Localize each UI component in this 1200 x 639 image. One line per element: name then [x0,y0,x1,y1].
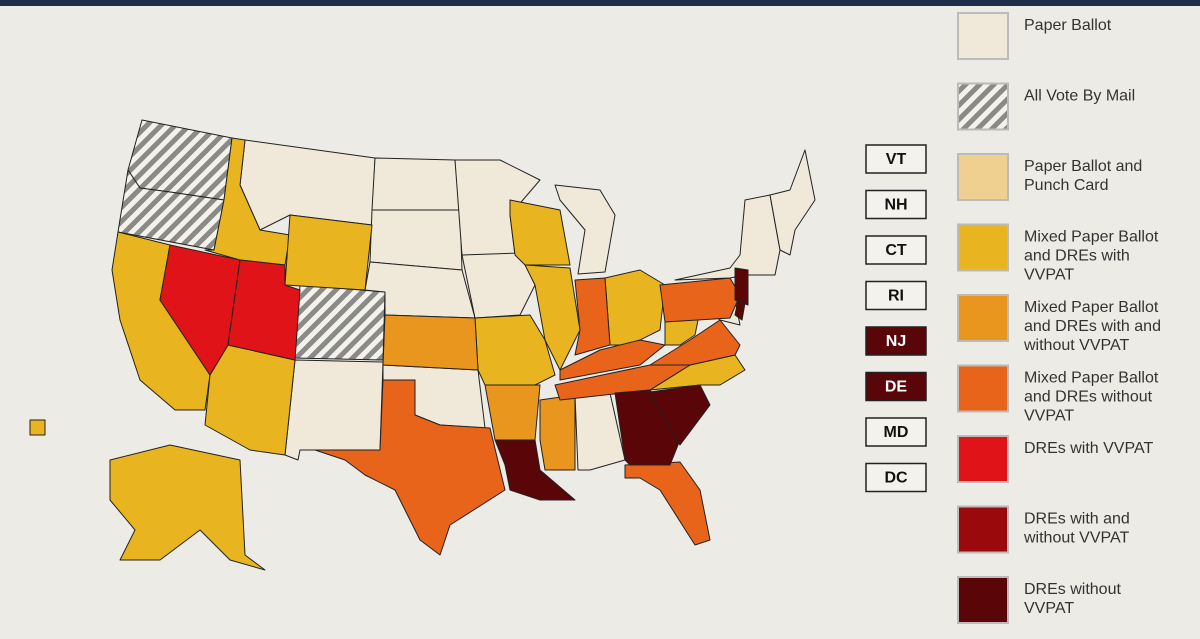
legend-label: Mixed Paper Ballot [1024,299,1159,316]
state-box [865,280,927,311]
mixed-with-and-without-states [382,314,576,471]
state-box [865,189,927,220]
state-box [865,144,927,174]
state-abbrev: NJ [886,333,906,350]
legend-label: VVPAT [1024,600,1074,617]
state-abbrev: VT [886,151,907,168]
state-box [865,235,927,265]
legend-label: All Vote By Mail [1024,88,1135,105]
legend-swatch [957,435,1009,483]
legend: Paper Ballot All Vote By Mail Paper Ballot… [957,12,1161,624]
legend-label: VVPAT [1024,267,1074,284]
legend-swatch [957,294,1009,342]
state-box [865,371,927,402]
legend-label: and DREs without [1024,389,1153,406]
legend-label: Mixed Paper Ballot [1024,229,1159,246]
state-box [865,326,927,356]
state-box [865,462,927,493]
state-label-boxes: VT NH CT RI NJ DE MD DC [865,144,927,493]
legend-label: DREs with VVPAT [1024,440,1153,457]
legend-label: Paper Ballot [1024,17,1112,34]
legend-label: Mixed Paper Ballot [1024,370,1159,387]
legend-label: DREs with and [1024,511,1130,528]
legend-label: without VVPAT [1023,530,1129,547]
legend-label: and DREs with and [1024,318,1161,335]
paper-ballot-states [239,139,816,471]
legend-swatch [957,505,1009,554]
legend-swatch [957,364,1009,413]
legend-label: and DREs with [1024,248,1130,265]
legend-label: Paper Ballot and [1024,158,1142,175]
mixed-vvpat-states [29,137,746,571]
vote-by-mail-states [117,119,386,361]
legend-swatch [957,82,1009,131]
top-bar [0,0,1200,6]
legend-swatch [957,576,1009,624]
dre-vvpat-states [159,244,301,376]
legend-swatch [957,153,1009,201]
legend-label: without VVPAT [1023,337,1129,354]
state-box [865,417,927,447]
legend-label: VVPAT [1024,408,1074,425]
state-abbrev: MD [884,424,909,441]
legend-swatch [957,223,1009,272]
state-abbrev: CT [885,242,907,259]
state-abbrev: RI [888,288,904,305]
state-abbrev: DC [884,470,908,487]
legend-label: DREs without [1024,581,1121,598]
mixed-without-vvpat-states [314,277,741,556]
state-abbrev: DE [885,379,908,396]
legend-label: Punch Card [1024,177,1109,194]
us-map [29,119,816,571]
legend-swatch [957,12,1009,60]
dre-without-vvpat-states [494,267,749,501]
state-abbrev: NH [884,197,907,214]
